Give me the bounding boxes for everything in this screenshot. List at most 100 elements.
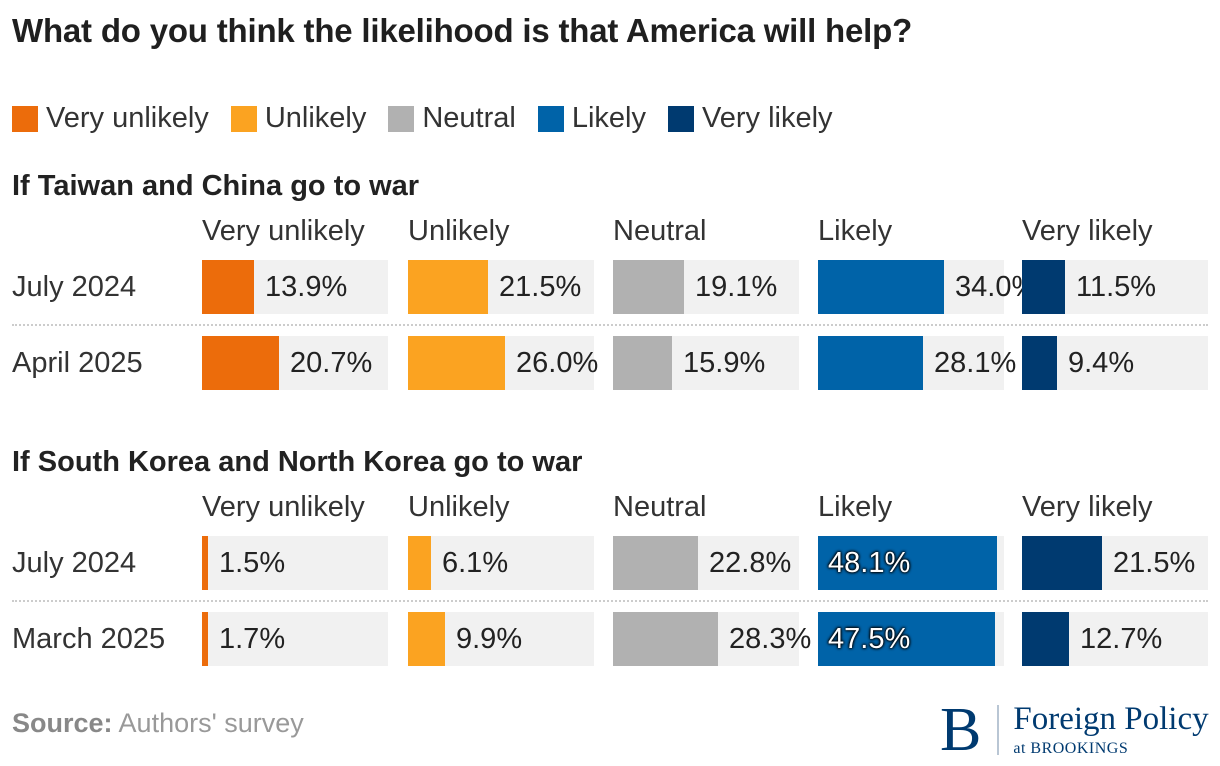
column-header: Very unlikely xyxy=(202,491,365,523)
brand-text: Foreign Policy at BROOKINGS xyxy=(1013,700,1209,758)
legend-label: Likely xyxy=(571,102,646,134)
bar-value-label: 15.9% xyxy=(683,347,766,379)
chart-title: What do you think the likelihood is that… xyxy=(12,12,913,49)
section-taiwan-china: If Taiwan and China go to war Very unlike… xyxy=(0,170,1220,420)
legend-swatch xyxy=(388,105,415,132)
bar-cell: 12.7% xyxy=(1022,612,1208,666)
bar-cell: 9.4% xyxy=(1022,336,1208,390)
bar xyxy=(408,612,445,666)
bar xyxy=(818,336,923,390)
bar-value-label: 9.9% xyxy=(456,623,523,655)
column-header: Likely xyxy=(818,491,893,523)
bar xyxy=(818,260,944,314)
bar xyxy=(408,260,488,314)
legend-item: Very unlikely xyxy=(12,102,209,135)
brand-mark: B xyxy=(940,696,982,764)
bar-cell: 21.5% xyxy=(1022,536,1208,590)
bar-cell: 1.7% xyxy=(202,612,388,666)
row-divider xyxy=(12,324,1208,326)
bar-value-label: 1.7% xyxy=(219,623,286,655)
bar-value-label: 47.5% xyxy=(828,623,911,655)
bar xyxy=(202,336,279,390)
column-header: Unlikely xyxy=(408,215,510,247)
bar-value-label: 12.7% xyxy=(1080,623,1163,655)
column-header: Unlikely xyxy=(408,491,510,523)
bar-value-label: 13.9% xyxy=(265,271,348,303)
legend-swatch xyxy=(12,105,38,132)
bar xyxy=(613,336,672,390)
legend-item: Very likely xyxy=(668,102,833,135)
legend-label: Neutral xyxy=(422,102,516,134)
bar-value-label: 21.5% xyxy=(499,271,582,303)
bar-value-label: 28.3% xyxy=(729,623,812,655)
bar-cell: 22.8% xyxy=(613,536,799,590)
column-header: Very likely xyxy=(1022,215,1153,247)
section-title: If Taiwan and China go to war xyxy=(12,170,420,202)
bar-cell: 28.3% xyxy=(613,612,811,666)
source-text: Authors' survey xyxy=(118,708,304,738)
bar-cell: 11.5% xyxy=(1022,260,1208,314)
bar-value-label: 26.0% xyxy=(516,347,599,379)
row-divider xyxy=(12,600,1208,602)
bar xyxy=(202,260,254,314)
bar-value-label: 11.5% xyxy=(1076,271,1157,303)
bar xyxy=(818,612,995,666)
brand-divider xyxy=(997,705,1000,755)
bar-value-label: 6.1% xyxy=(442,547,509,579)
bar xyxy=(1022,536,1102,590)
legend-swatch xyxy=(537,105,564,132)
bar-value-label: 28.1% xyxy=(934,347,1017,379)
column-header: Very unlikely xyxy=(202,215,365,247)
row-label: March 2025 xyxy=(12,623,166,655)
bar-cell: 9.9% xyxy=(408,612,594,666)
brand-logo: B Foreign Policy at BROOKINGS xyxy=(940,698,1209,762)
bar xyxy=(613,260,684,314)
bar-cell: 13.9% xyxy=(202,260,388,314)
bar-value-label: 21.5% xyxy=(1113,547,1196,579)
bar-cell: 34.0% xyxy=(818,260,1037,314)
bar-cell: 26.0% xyxy=(408,336,598,390)
column-header: Likely xyxy=(818,215,893,247)
legend-label: Very likely xyxy=(702,102,833,134)
brand-name: Foreign Policy xyxy=(1013,700,1209,737)
bar xyxy=(818,536,997,590)
bar-value-label: 1.5% xyxy=(219,547,286,579)
bar-cell: 1.5% xyxy=(202,536,388,590)
bar-cell: 20.7% xyxy=(202,336,388,390)
bar xyxy=(202,612,208,666)
section-korea: If South Korea and North Korea go to war… xyxy=(0,446,1220,696)
bar xyxy=(1022,260,1065,314)
legend-item: Likely xyxy=(537,102,646,135)
bar-value-label: 22.8% xyxy=(709,547,792,579)
legend-label: Unlikely xyxy=(264,102,367,134)
legend-label: Very unlikely xyxy=(46,102,209,134)
legend: Very unlikely Unlikely Neutral Likely Very l… xyxy=(12,102,855,135)
bar xyxy=(408,536,431,590)
legend-item: Neutral xyxy=(388,102,516,135)
column-header: Neutral xyxy=(613,215,707,247)
bar-value-label: 20.7% xyxy=(290,347,373,379)
bar-value-label: 19.1% xyxy=(695,271,778,303)
bar xyxy=(202,536,208,590)
bar-cell: 15.9% xyxy=(613,336,799,390)
bar xyxy=(613,612,718,666)
row-label: July 2024 xyxy=(12,271,137,303)
bar-value-label: 9.4% xyxy=(1068,347,1135,379)
legend-swatch xyxy=(230,105,257,132)
section-title: If South Korea and North Korea go to war xyxy=(12,446,583,478)
source-note: Source: Authors' survey xyxy=(12,708,304,739)
legend-item: Unlikely xyxy=(230,102,367,135)
bar xyxy=(1022,612,1069,666)
bar-value-label: 48.1% xyxy=(828,547,911,579)
row-label: July 2024 xyxy=(12,547,137,579)
source-label: Source: xyxy=(12,708,113,738)
bar-cell: 28.1% xyxy=(818,336,1016,390)
bar-cell: 19.1% xyxy=(613,260,799,314)
legend-swatch xyxy=(668,105,694,132)
row-label: April 2025 xyxy=(12,347,143,379)
bar xyxy=(1022,336,1057,390)
bar-cell: 47.5% xyxy=(818,612,1004,666)
bar xyxy=(613,536,698,590)
bar-cell: 48.1% xyxy=(818,536,1004,590)
bar-cell: 21.5% xyxy=(408,260,594,314)
